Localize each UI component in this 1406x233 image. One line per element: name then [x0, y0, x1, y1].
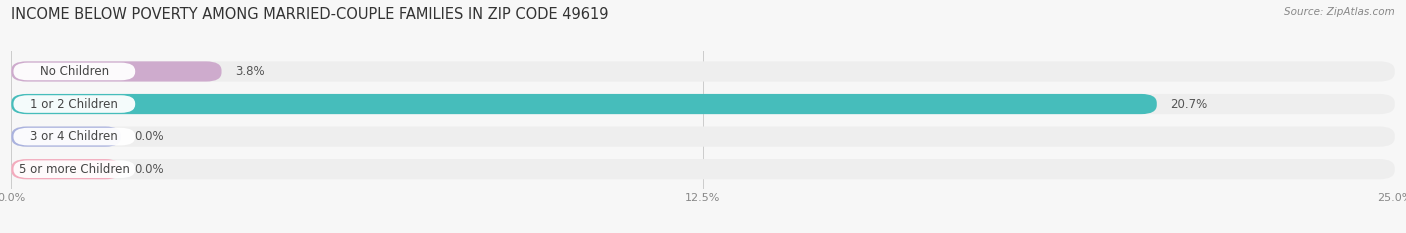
- Text: 3 or 4 Children: 3 or 4 Children: [31, 130, 118, 143]
- Text: INCOME BELOW POVERTY AMONG MARRIED-COUPLE FAMILIES IN ZIP CODE 49619: INCOME BELOW POVERTY AMONG MARRIED-COUPL…: [11, 7, 609, 22]
- FancyBboxPatch shape: [14, 63, 135, 80]
- Text: 0.0%: 0.0%: [135, 163, 165, 176]
- Text: 3.8%: 3.8%: [235, 65, 264, 78]
- Text: 0.0%: 0.0%: [135, 130, 165, 143]
- FancyBboxPatch shape: [11, 127, 121, 147]
- FancyBboxPatch shape: [14, 160, 135, 178]
- FancyBboxPatch shape: [11, 94, 1157, 114]
- Text: 1 or 2 Children: 1 or 2 Children: [31, 98, 118, 110]
- FancyBboxPatch shape: [14, 95, 135, 113]
- Text: 5 or more Children: 5 or more Children: [18, 163, 129, 176]
- FancyBboxPatch shape: [11, 61, 1395, 82]
- FancyBboxPatch shape: [11, 127, 1395, 147]
- FancyBboxPatch shape: [11, 61, 222, 82]
- FancyBboxPatch shape: [11, 159, 121, 179]
- FancyBboxPatch shape: [11, 159, 1395, 179]
- Text: No Children: No Children: [39, 65, 108, 78]
- FancyBboxPatch shape: [14, 128, 135, 145]
- Text: Source: ZipAtlas.com: Source: ZipAtlas.com: [1284, 7, 1395, 17]
- Text: 20.7%: 20.7%: [1171, 98, 1208, 110]
- FancyBboxPatch shape: [11, 94, 1395, 114]
